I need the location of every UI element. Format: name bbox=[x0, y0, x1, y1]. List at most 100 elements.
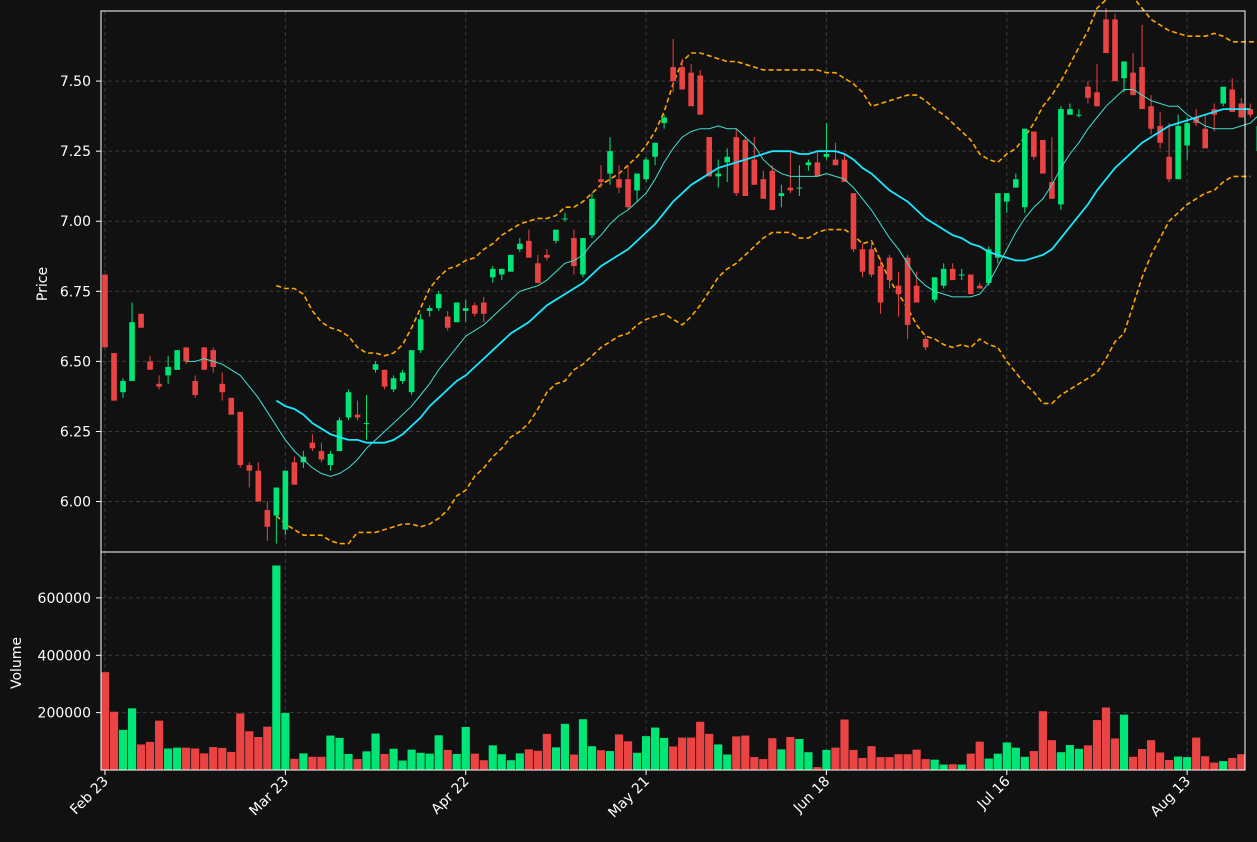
volume-bar bbox=[723, 754, 732, 770]
volume-bar bbox=[939, 764, 948, 770]
volume-bar bbox=[1002, 742, 1011, 770]
volume-bar bbox=[272, 565, 281, 770]
volume-bar bbox=[912, 749, 921, 770]
candle bbox=[291, 456, 298, 485]
volume-bar bbox=[1047, 740, 1056, 770]
candle-body bbox=[1166, 156, 1172, 180]
price-axis-ticks: 6.00 6.25 6.50 6.75 7.00 7.25 7.50 bbox=[60, 74, 101, 511]
candle-body bbox=[904, 257, 911, 325]
candle bbox=[526, 229, 532, 258]
candle-body bbox=[535, 263, 541, 283]
candle-body bbox=[1184, 123, 1190, 146]
volume-bar bbox=[209, 747, 218, 770]
candle bbox=[760, 170, 767, 199]
ma-short-line bbox=[186, 89, 1257, 477]
candle-body bbox=[670, 67, 676, 82]
candle bbox=[544, 249, 550, 261]
candle-body bbox=[895, 285, 902, 295]
candle bbox=[255, 462, 262, 502]
candle-body bbox=[1121, 61, 1127, 79]
candle-body bbox=[688, 72, 694, 107]
candle-body bbox=[1058, 109, 1064, 205]
candle bbox=[607, 137, 613, 185]
volume-bar bbox=[732, 736, 741, 770]
candle-body bbox=[1130, 72, 1136, 96]
candle-body bbox=[1085, 86, 1091, 98]
candle-body bbox=[480, 302, 487, 314]
candle bbox=[787, 151, 794, 194]
price-tick-label: 6.25 bbox=[60, 424, 91, 440]
candle-body bbox=[102, 274, 108, 348]
volume-bar bbox=[1038, 711, 1047, 770]
candle-body bbox=[922, 338, 929, 348]
candle bbox=[850, 193, 857, 253]
volume-bar bbox=[1029, 751, 1038, 770]
candle-body bbox=[111, 352, 117, 401]
candle-body bbox=[1067, 109, 1073, 115]
volume-bar bbox=[813, 767, 822, 770]
volume-gridlines bbox=[101, 552, 1245, 770]
candle-body bbox=[1148, 106, 1154, 129]
candle bbox=[120, 378, 126, 398]
candle-body bbox=[1112, 19, 1118, 82]
volume-bar bbox=[254, 737, 263, 770]
candle-body bbox=[1022, 128, 1028, 208]
candle bbox=[895, 271, 902, 317]
candle bbox=[553, 229, 559, 244]
candle-body bbox=[931, 277, 938, 300]
candle bbox=[625, 165, 631, 211]
volume-bar bbox=[750, 757, 759, 770]
candle-body bbox=[1202, 128, 1208, 149]
volume-bar bbox=[145, 741, 155, 770]
candle-body bbox=[652, 142, 658, 157]
volume-bar bbox=[245, 731, 254, 770]
candle-body bbox=[255, 470, 262, 502]
price-tick-label: 6.00 bbox=[60, 495, 91, 511]
candle bbox=[264, 501, 271, 541]
volume-bar bbox=[975, 741, 984, 770]
volume-bar bbox=[1011, 747, 1020, 770]
volume-bar bbox=[164, 748, 173, 770]
candle bbox=[327, 451, 334, 471]
candle bbox=[841, 153, 848, 182]
volume-bar bbox=[1146, 740, 1156, 770]
volume-bar bbox=[596, 750, 606, 770]
volume-bar bbox=[200, 753, 209, 770]
volume-bar bbox=[840, 719, 849, 770]
volume-bar bbox=[1137, 749, 1147, 770]
candle-body bbox=[1094, 92, 1100, 107]
volume-bar bbox=[488, 745, 497, 770]
candle bbox=[814, 151, 821, 177]
candle-body bbox=[1229, 89, 1236, 112]
volume-bar bbox=[641, 736, 651, 770]
volume-bar bbox=[804, 752, 813, 770]
candle-body bbox=[814, 162, 821, 177]
candle bbox=[517, 238, 523, 253]
candle-body bbox=[598, 179, 604, 182]
volume-bar bbox=[993, 753, 1002, 770]
candle bbox=[399, 369, 406, 384]
volume-bar bbox=[335, 737, 344, 770]
candle bbox=[1022, 128, 1028, 213]
candle bbox=[210, 347, 217, 373]
volume-bar bbox=[1065, 745, 1075, 770]
candle bbox=[769, 165, 776, 211]
candle bbox=[994, 193, 1001, 264]
candle bbox=[598, 165, 604, 188]
candle-body bbox=[138, 313, 144, 328]
candle-body bbox=[273, 487, 280, 516]
volume-bar bbox=[957, 764, 966, 770]
candle-body bbox=[471, 305, 478, 314]
bollinger-lower-line bbox=[275, 175, 1251, 545]
volume-bar bbox=[903, 754, 912, 770]
bollinger-bands bbox=[275, 0, 1257, 545]
candle-body bbox=[174, 350, 180, 370]
volume-bar bbox=[894, 754, 903, 770]
candle bbox=[922, 336, 929, 351]
candle bbox=[949, 263, 956, 281]
candle bbox=[246, 462, 253, 488]
candle bbox=[111, 352, 117, 401]
volume-bar bbox=[470, 753, 479, 770]
candle bbox=[1067, 103, 1073, 115]
volume-bar bbox=[759, 759, 768, 770]
